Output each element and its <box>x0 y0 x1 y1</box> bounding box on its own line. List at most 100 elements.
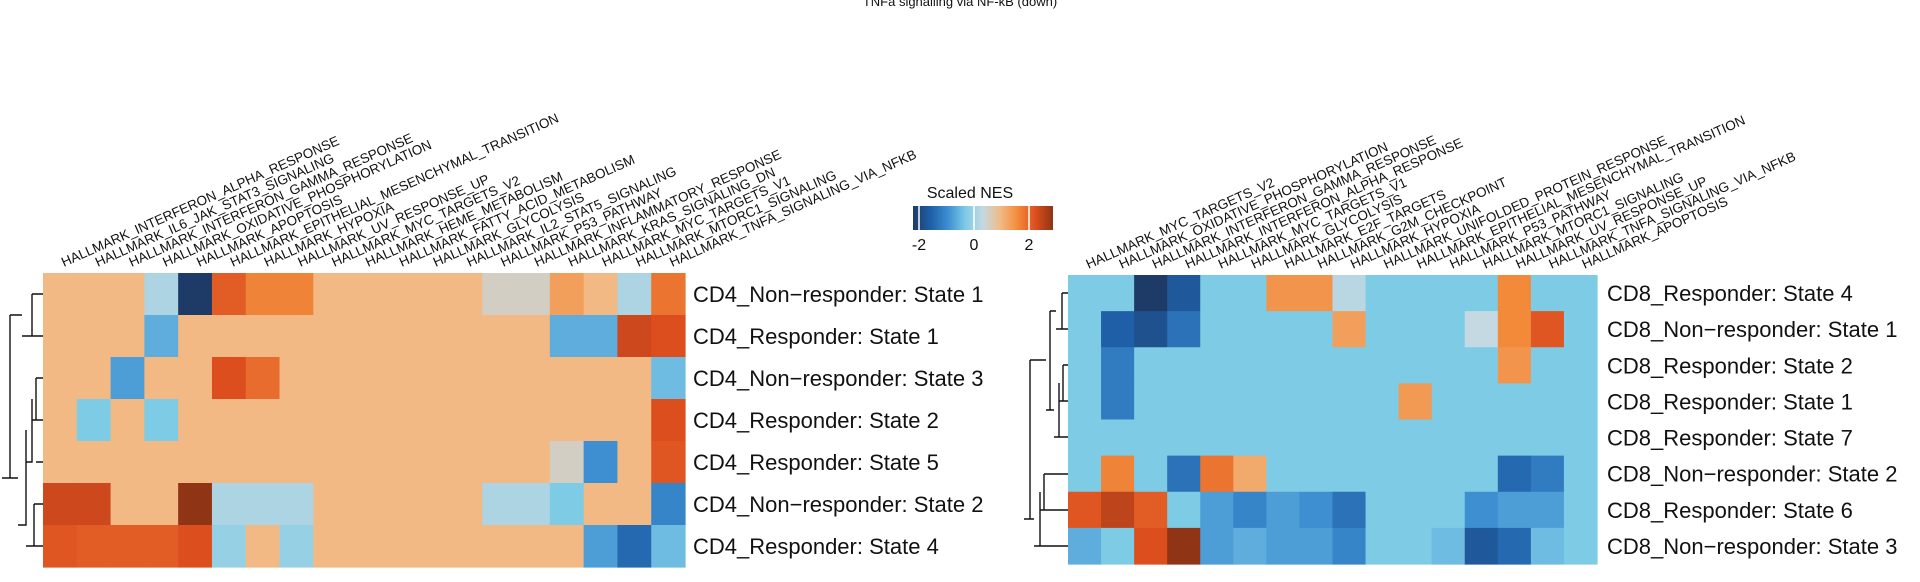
heatmap-cell <box>313 357 348 400</box>
heatmap-cell <box>380 315 416 358</box>
heatmap-cell <box>1365 491 1400 529</box>
heatmap-cell <box>482 483 517 526</box>
row-label: CD8_Responder: State 7 <box>1607 426 1853 451</box>
heatmap-cell <box>245 399 281 442</box>
heatmap-cell <box>583 273 619 316</box>
heatmap-cell <box>1530 347 1565 384</box>
heatmap-cell <box>1233 491 1267 529</box>
heatmap-cell <box>482 273 517 316</box>
heatmap-cell <box>516 315 551 358</box>
heatmap-cell <box>516 483 551 526</box>
legend-colorbar <box>913 206 1053 230</box>
heatmap-cell <box>43 441 78 484</box>
heatmap-cell <box>482 525 517 568</box>
heatmap-cell <box>1464 419 1499 457</box>
heatmap-cell <box>1068 383 1102 421</box>
heatmap-cell <box>1398 383 1433 421</box>
heatmap-cell <box>144 483 179 526</box>
heatmap-cell <box>245 525 281 568</box>
heatmap-cell <box>380 441 416 484</box>
heatmap-cell <box>1431 491 1466 529</box>
heatmap-cell <box>76 483 112 526</box>
heatmap-cell <box>1365 419 1400 457</box>
heatmap-cell <box>76 399 112 442</box>
heatmap-cell <box>1398 275 1433 312</box>
heatmap-cell <box>1497 455 1532 493</box>
heatmap-cell <box>279 357 314 400</box>
heatmap-cell <box>1068 455 1102 493</box>
heatmap-cell <box>110 441 145 484</box>
heatmap-cell <box>1266 311 1301 348</box>
heatmap-cell <box>1530 419 1565 457</box>
heatmap-cell <box>347 357 382 400</box>
heatmap-cell <box>516 273 551 316</box>
heatmap-cell <box>1464 455 1499 493</box>
heatmap-cell <box>617 441 652 484</box>
heatmap-cell <box>1431 455 1466 493</box>
row-label: CD4_Non−responder: State 1 <box>693 282 983 307</box>
heatmap-cell <box>1200 455 1234 493</box>
heatmap-cell <box>516 357 551 400</box>
heatmap-cell <box>1134 419 1168 457</box>
heatmap-cell <box>178 441 213 484</box>
heatmap-cell <box>1464 383 1499 421</box>
heatmap-cell <box>549 357 585 400</box>
heatmap-cell <box>617 315 652 358</box>
heatmap-cell <box>1563 383 1598 421</box>
row-label: CD4_Non−responder: State 3 <box>693 366 983 391</box>
row-dendrograms <box>2 292 1068 547</box>
heatmap-cell <box>1431 419 1466 457</box>
heatmap-cell <box>279 483 314 526</box>
heatmap-cell <box>1266 419 1301 457</box>
heatmap-cell <box>1299 419 1334 457</box>
heatmap-cell <box>110 315 145 358</box>
heatmap-cell <box>448 273 483 316</box>
heatmap-cell <box>1134 491 1168 529</box>
heatmap-cell <box>1563 491 1598 529</box>
heatmap-cell <box>1101 383 1135 421</box>
heatmap-cell <box>1134 311 1168 348</box>
heatmap-cell <box>583 315 619 358</box>
heatmap-cell <box>1167 419 1201 457</box>
heatmap-cell <box>1167 347 1201 384</box>
heatmap-cell <box>144 525 179 568</box>
heatmap-cell <box>414 357 450 400</box>
heatmap-cell <box>549 273 585 316</box>
heatmap-cell <box>43 483 78 526</box>
heatmap-cell <box>1134 347 1168 384</box>
heatmap-cell <box>43 273 78 316</box>
heatmap-cell <box>1101 527 1135 565</box>
heatmap-cell <box>549 441 585 484</box>
heatmap-cell <box>1299 527 1334 565</box>
heatmap-cell <box>1266 527 1301 565</box>
heatmap-cell <box>617 357 652 400</box>
heatmap-cell <box>245 273 281 316</box>
heatmap-cell <box>1134 455 1168 493</box>
heatmap-cell <box>1398 347 1433 384</box>
heatmap-cell <box>1464 527 1499 565</box>
heatmap-cell <box>414 441 450 484</box>
heatmap-cell <box>245 357 281 400</box>
heatmap-cell <box>1200 275 1234 312</box>
heatmap-cell <box>279 315 314 358</box>
heatmap-cell <box>178 273 213 316</box>
heatmap-cell <box>1101 311 1135 348</box>
heatmap-cell <box>211 273 247 316</box>
heatmap-cell <box>651 525 686 568</box>
heatmap-cell <box>43 357 78 400</box>
heatmap-cell <box>1431 347 1466 384</box>
heatmap-cell <box>1497 311 1532 348</box>
heatmap-cell <box>144 273 179 316</box>
heatmap-cell <box>1530 311 1565 348</box>
heatmap-cell <box>1266 383 1301 421</box>
heatmap-cell <box>1365 527 1400 565</box>
heatmap-cell <box>651 441 686 484</box>
heatmap-cell <box>347 273 382 316</box>
heatmap-cell <box>1365 275 1400 312</box>
heatmap-cell <box>482 399 517 442</box>
heatmap-cell <box>211 525 247 568</box>
heatmap-cell <box>1464 491 1499 529</box>
row-label: CD4_Responder: State 2 <box>693 408 939 433</box>
dendrogram-cd4 <box>2 293 43 547</box>
heatmap-cell <box>1398 527 1433 565</box>
